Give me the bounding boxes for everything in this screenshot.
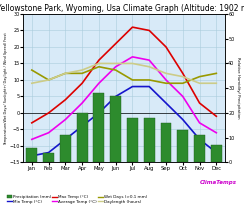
- Bar: [177, 130, 188, 163]
- Bar: [194, 135, 205, 163]
- Y-axis label: Relative Humidity/ Precipitation: Relative Humidity/ Precipitation: [236, 57, 240, 119]
- Bar: [127, 118, 138, 163]
- Bar: [93, 93, 104, 163]
- Bar: [77, 113, 88, 163]
- Text: ClimaTemps: ClimaTemps: [200, 180, 237, 185]
- Bar: [43, 153, 54, 163]
- Bar: [161, 123, 172, 163]
- Bar: [211, 145, 222, 163]
- Legend: Precipitation (mm), Min Temp (°C), Max Temp (°C), Average Temp (°C), Wet Days (>: Precipitation (mm), Min Temp (°C), Max T…: [7, 195, 147, 204]
- Y-axis label: Temperature/Wet Days/ Sunlight+/ Daylight / Wind Speed/ Frost: Temperature/Wet Days/ Sunlight+/ Dayligh…: [4, 32, 8, 145]
- Bar: [144, 118, 155, 163]
- Bar: [26, 148, 37, 163]
- Bar: [60, 135, 71, 163]
- Title: Yellowstone Park, Wyoming, Usa Climate Graph (Altitude: 1902 m): Yellowstone Park, Wyoming, Usa Climate G…: [0, 4, 244, 13]
- Bar: [110, 96, 121, 163]
